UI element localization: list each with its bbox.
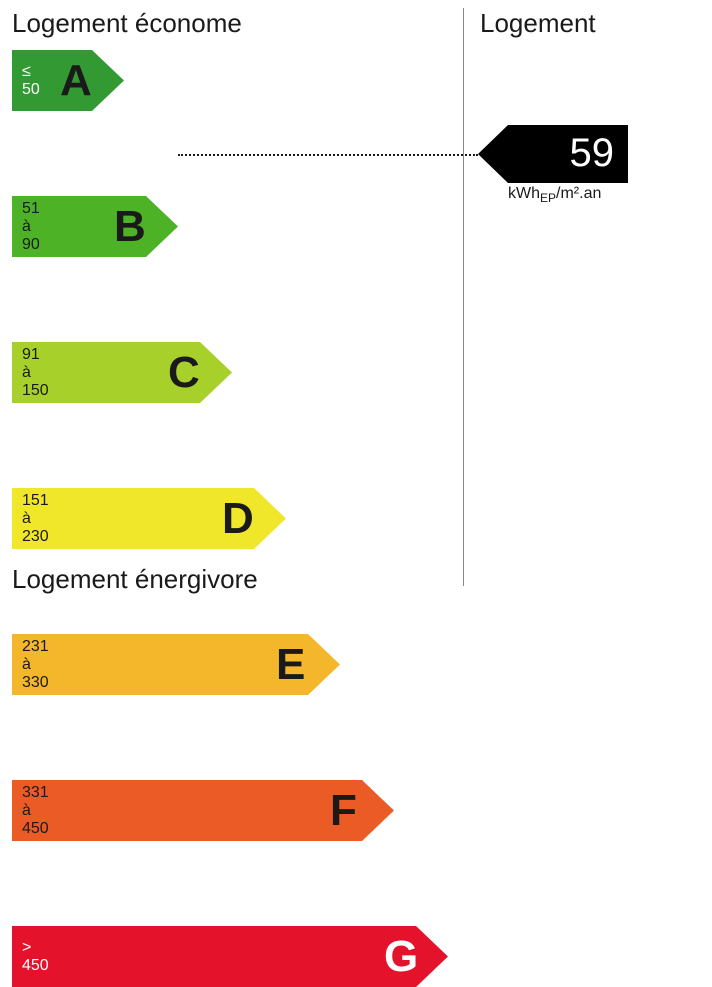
bar-range-b: 51 à 90	[22, 200, 40, 254]
pointer-value: 59	[570, 131, 615, 176]
title-economical: Logement économe	[12, 8, 242, 39]
bar-range-d: 151 à 230	[22, 492, 49, 546]
bar-letter-a: A	[60, 56, 92, 106]
value-pointer: 59	[478, 125, 628, 183]
bar-range-g: > 450	[22, 939, 49, 975]
unit-sub: EP	[540, 191, 556, 205]
bar-range-c: 91 à 150	[22, 346, 49, 400]
bar-letter-e: E	[276, 640, 305, 690]
unit-prefix: kWh	[508, 185, 540, 202]
bar-letter-f: F	[330, 786, 357, 836]
bar-range-a: ≤ 50	[22, 63, 40, 99]
bar-shape-g	[12, 926, 448, 987]
bar-letter-g: G	[384, 932, 418, 982]
bar-letter-b: B	[114, 202, 146, 252]
bar-letter-c: C	[168, 348, 200, 398]
title-energivore: Logement énergivore	[12, 564, 258, 595]
bar-range-e: 231 à 330	[22, 638, 49, 692]
dotted-connector	[178, 154, 478, 156]
title-logement: Logement	[480, 8, 596, 39]
vertical-divider	[463, 8, 464, 586]
unit-suffix: /m².an	[556, 185, 601, 202]
bar-letter-d: D	[222, 494, 254, 544]
pointer-unit: kWhEP/m².an	[508, 185, 601, 205]
bar-range-f: 331 à 450	[22, 784, 49, 838]
